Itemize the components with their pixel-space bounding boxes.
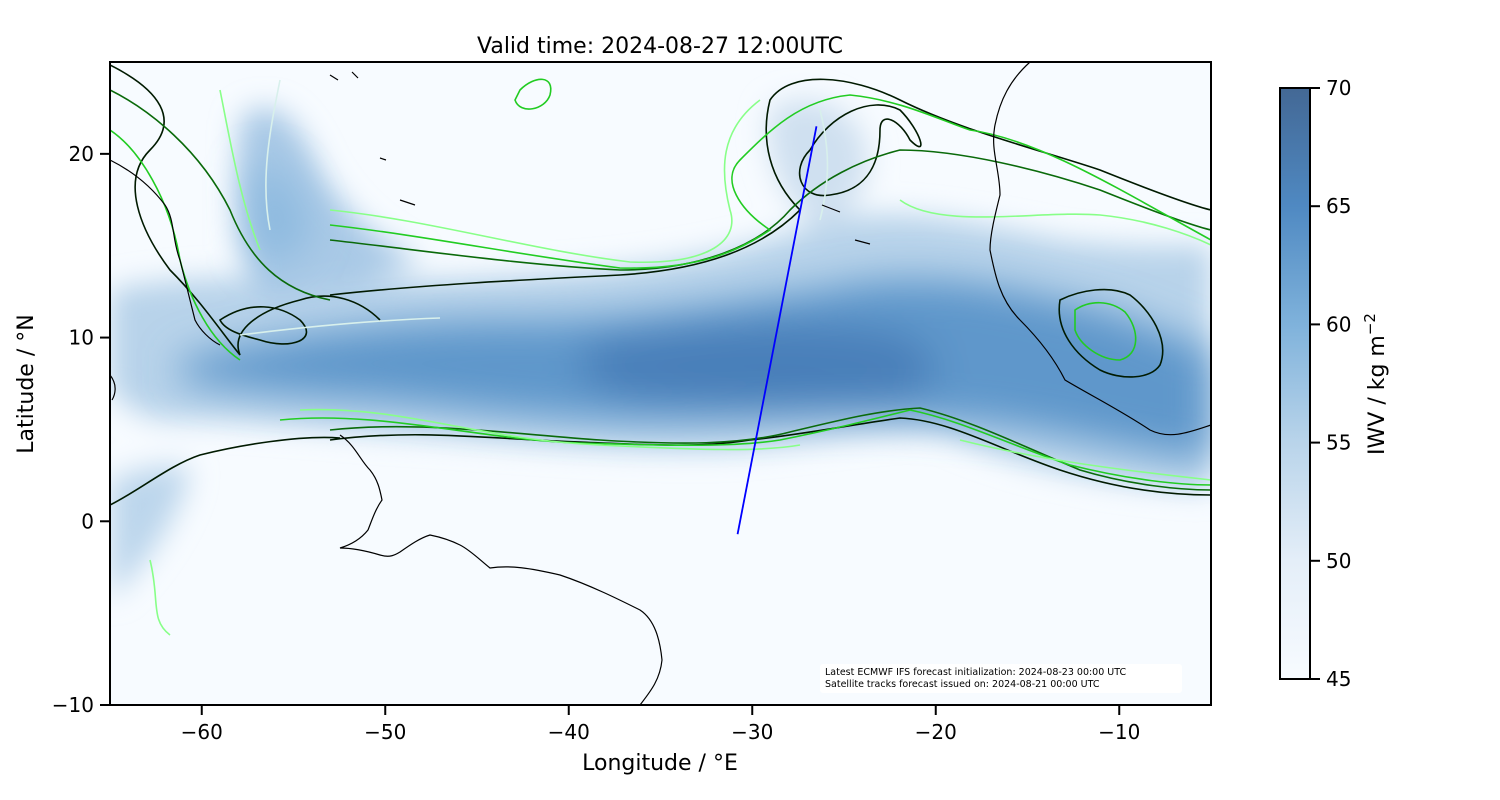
contour-dark-caribbean-wiggle (218, 306, 308, 345)
colorbar-tick-label: 60 (1326, 312, 1351, 336)
annotation-line-2: Satellite tracks forecast issued on: 202… (825, 679, 1100, 690)
y-axis-label: Latitude / °N (14, 314, 39, 453)
y-axis: −10 0 10 20 (52, 142, 110, 717)
contour-green-blob (514, 78, 552, 110)
moisture-caribbean-core (250, 164, 310, 261)
y-tick-label: 10 (69, 326, 94, 350)
x-axis: −60 −50 −40 −30 −20 −10 (181, 705, 1140, 744)
coastlines (110, 62, 1211, 705)
moisture-max (579, 323, 937, 408)
coastline-africa (989, 62, 1211, 436)
annotation-line-1: Latest ECMWF IFS forecast initialization… (825, 667, 1126, 678)
contour-darkgreen-north (329, 149, 1211, 271)
coastline-west-edge (110, 374, 116, 401)
x-tick-label: −10 (1098, 720, 1140, 744)
colorbar-label: IWV / kg m−2 (1361, 313, 1390, 455)
contour-dark-loop (798, 104, 922, 197)
contour-darkgreen-south (329, 407, 1211, 491)
map-title: Valid time: 2024-08-27 12:00UTC (477, 34, 843, 59)
contour-green-island (1074, 301, 1137, 361)
contour-lightgreen-south (299, 408, 1211, 481)
colorbar-tick-label: 45 (1326, 667, 1351, 691)
contour-lightgreen-north (329, 99, 1211, 264)
contour-dark-south-west (110, 436, 341, 506)
contour-pale-2 (819, 109, 829, 221)
colorbar-tick-label: 55 (1326, 431, 1351, 455)
annotation-box (820, 664, 1182, 693)
colorbar (1279, 87, 1311, 680)
satellite-track (736, 126, 818, 535)
y-tick-label: 0 (81, 509, 94, 533)
x-axis-label: Longitude / °E (582, 751, 738, 776)
contour-lightgreen-west (149, 89, 261, 636)
colorbar-ticks: 45 50 55 60 65 70 (1310, 76, 1351, 691)
contour-darkgreen-west (110, 89, 331, 301)
x-tick-label: −20 (915, 720, 957, 744)
colorbar-label-exponent: −2 (1361, 313, 1379, 335)
x-tick-label: −60 (181, 720, 223, 744)
colorbar-tick-label: 65 (1326, 194, 1351, 218)
contours (110, 64, 1211, 636)
map-content: Latest ECMWF IFS forecast initialization… (110, 62, 1211, 705)
contour-pale-1 (239, 79, 441, 336)
colorbar-tick-label: 50 (1326, 549, 1351, 573)
contour-dark-west (110, 64, 381, 356)
colorbar-tick-label: 70 (1326, 76, 1351, 100)
y-tick-label: 20 (69, 142, 94, 166)
moisture-north-lobe (768, 99, 868, 230)
iwv-core (180, 164, 1211, 460)
y-tick-label: −10 (52, 693, 94, 717)
coastline-south-america (339, 434, 663, 705)
contour-green-south (279, 409, 1211, 486)
contour-dark-island-africa (1058, 288, 1164, 378)
coastline-islands (329, 71, 871, 245)
contour-dark-north (329, 78, 1211, 296)
coastline-caribbean (110, 159, 221, 346)
colorbar-label-text: IWV / kg m (1365, 335, 1390, 455)
x-tick-label: −30 (731, 720, 773, 744)
map-frame (109, 61, 1212, 706)
x-tick-label: −40 (548, 720, 590, 744)
contour-green-north (329, 94, 1211, 269)
x-tick-label: −50 (364, 720, 406, 744)
moisture-west-edge (110, 465, 190, 600)
